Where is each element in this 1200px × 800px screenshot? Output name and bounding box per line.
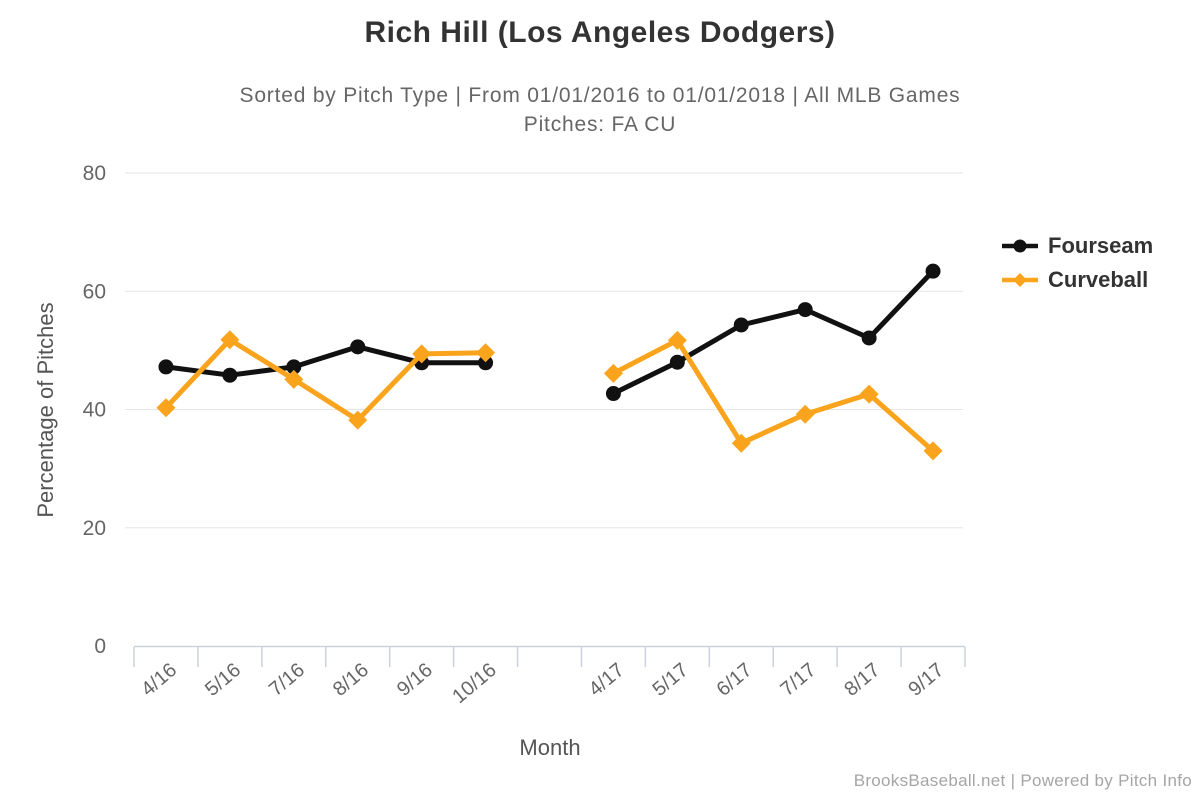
data-point-fourseam [286,359,302,375]
data-point-fourseam [733,317,749,333]
curveball-line-diamond-icon [1002,273,1038,287]
data-point-fourseam [925,263,941,279]
data-point-curveball [859,384,879,404]
chart-subtitle-line2: Pitches: FA CU [523,113,677,136]
x-tick-label: 8/17 [840,659,884,701]
y-tick-label: 60 [83,280,106,303]
legend-item-fourseam: Fourseam [1001,233,1154,258]
data-point-fourseam [669,354,685,370]
footer-credit: BrooksBaseball.net | Powered by Pitch In… [853,771,1192,790]
data-point-curveball [795,404,815,424]
x-tick-label: 4/17 [585,659,629,701]
y-tick-label: 0 [94,635,106,658]
data-point-curveball [412,344,432,364]
data-point-fourseam [158,359,174,375]
chart-subtitle-line1: Sorted by Pitch Type | From 01/01/2016 t… [239,84,961,107]
data-point-fourseam [605,386,621,402]
x-tick-label: 6/17 [713,659,757,701]
data-point-curveball [220,330,240,350]
data-point-curveball [667,330,687,350]
fourseam-line-circle-icon [1002,239,1038,253]
data-point-curveball [476,343,496,363]
data-point-fourseam [222,367,238,383]
y-axis-title: Percentage of Pitches [33,302,58,518]
data-point-curveball [923,441,943,461]
x-tick-label: 10/16 [448,659,500,708]
x-tick-label: 5/17 [649,659,693,701]
data-point-fourseam [350,339,366,355]
y-tick-label: 40 [83,399,106,422]
legend-item-curveball: Curveball [1001,267,1153,292]
series-line-fourseam [163,268,936,396]
x-axis-title: Month [519,735,581,760]
legend-label-curveball: Curveball [1048,267,1149,292]
legend: Fourseam Curveball [1001,233,1154,302]
y-tick-label: 80 [83,162,106,185]
data-point-fourseam [861,330,877,346]
curveball-legend-marker [1013,273,1027,287]
chart-title: Rich Hill (Los Angeles Dodgers) [364,16,836,49]
data-point-fourseam [797,302,813,318]
data-point-curveball [603,363,623,383]
x-tick-label: 8/16 [329,659,373,701]
data-point-curveball [731,433,751,453]
x-tick-label: 9/16 [393,659,437,701]
data-point-curveball [284,369,304,389]
y-tick-label: 20 [83,517,106,540]
x-tick-label: 7/17 [776,659,820,701]
data-point-curveball [348,410,368,430]
x-tick-label: 4/16 [137,659,181,701]
legend-label-fourseam: Fourseam [1048,233,1154,258]
x-tick-label: 5/16 [201,659,245,701]
x-tick-label: 7/16 [265,659,309,701]
fourseam-legend-marker [1013,239,1027,253]
data-point-curveball [156,398,176,418]
data-point-fourseam [478,355,494,371]
series-line-curveball [163,337,936,454]
x-tick-label: 9/17 [904,659,948,701]
